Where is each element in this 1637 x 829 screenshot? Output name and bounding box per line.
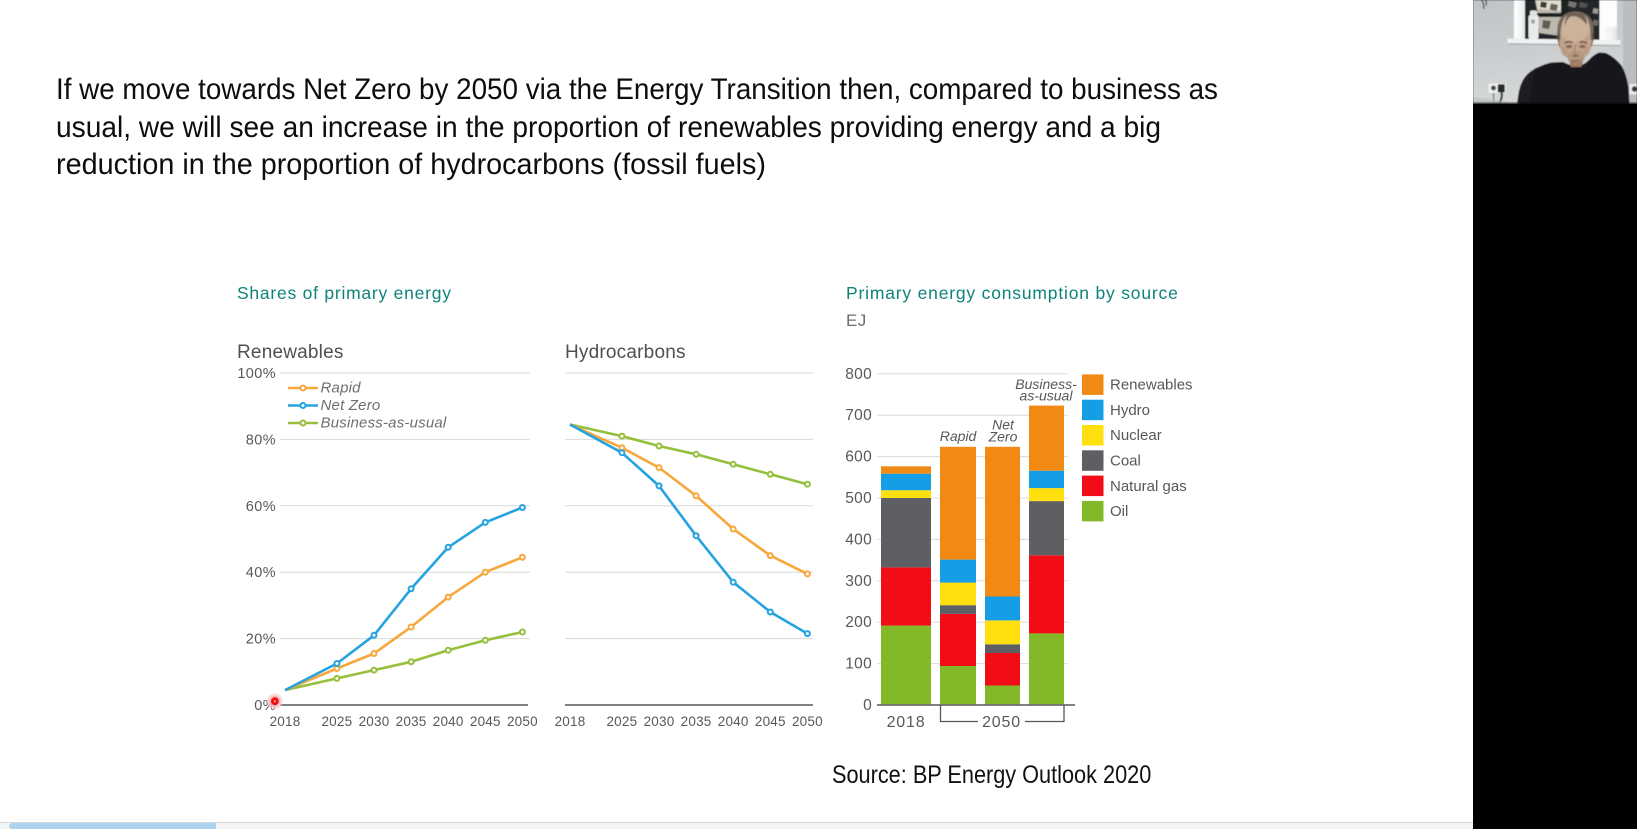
svg-text:100: 100 [845, 656, 872, 673]
svg-text:2025: 2025 [321, 714, 352, 729]
svg-text:Nuclear: Nuclear [1110, 427, 1162, 444]
svg-text:2018: 2018 [555, 714, 586, 729]
svg-text:500: 500 [845, 490, 872, 507]
svg-text:2030: 2030 [359, 714, 390, 729]
svg-text:EJ: EJ [846, 311, 867, 330]
svg-text:2018: 2018 [270, 714, 301, 729]
svg-text:Zero: Zero [988, 429, 1018, 445]
svg-text:Shares of primary energy: Shares of primary energy [237, 283, 452, 303]
svg-text:20%: 20% [246, 632, 276, 648]
svg-text:2035: 2035 [681, 714, 712, 729]
svg-text:2030: 2030 [644, 714, 675, 729]
svg-text:Net Zero: Net Zero [321, 397, 381, 414]
svg-text:2050: 2050 [507, 714, 538, 729]
svg-text:Renewables: Renewables [237, 342, 344, 363]
svg-text:Primary energy consumption by: Primary energy consumption by source [846, 283, 1179, 303]
svg-text:Renewables: Renewables [1110, 377, 1193, 394]
svg-text:2050: 2050 [792, 714, 823, 729]
svg-text:60%: 60% [246, 499, 276, 515]
svg-text:2035: 2035 [396, 714, 427, 729]
svg-text:2040: 2040 [718, 714, 749, 729]
svg-text:Hydro: Hydro [1110, 402, 1150, 419]
svg-text:Rapid: Rapid [321, 380, 362, 397]
svg-text:Rapid: Rapid [940, 428, 978, 444]
svg-text:2040: 2040 [433, 714, 464, 729]
svg-text:100%: 100% [237, 366, 276, 382]
svg-text:600: 600 [845, 449, 872, 466]
svg-text:2045: 2045 [755, 714, 786, 729]
svg-text:Hydrocarbons: Hydrocarbons [565, 342, 686, 363]
svg-text:Coal: Coal [1110, 453, 1141, 470]
svg-text:Net: Net [992, 417, 1015, 433]
svg-text:2050: 2050 [982, 714, 1021, 731]
svg-text:2025: 2025 [606, 714, 637, 729]
svg-text:2018: 2018 [887, 714, 926, 731]
svg-text:200: 200 [845, 614, 872, 631]
svg-text:Natural gas: Natural gas [1110, 478, 1187, 495]
svg-text:400: 400 [845, 531, 872, 548]
svg-text:40%: 40% [246, 565, 276, 581]
svg-text:300: 300 [845, 573, 872, 590]
svg-text:80%: 80% [246, 432, 276, 448]
svg-text:Oil: Oil [1110, 503, 1128, 520]
svg-text:800: 800 [845, 366, 872, 383]
svg-text:2045: 2045 [470, 714, 501, 729]
svg-text:Business-: Business- [1015, 376, 1077, 392]
svg-text:700: 700 [845, 407, 872, 424]
svg-text:as-usual: as-usual [1020, 388, 1074, 404]
svg-text:Business-as-usual: Business-as-usual [321, 415, 447, 432]
svg-text:0: 0 [863, 697, 872, 714]
